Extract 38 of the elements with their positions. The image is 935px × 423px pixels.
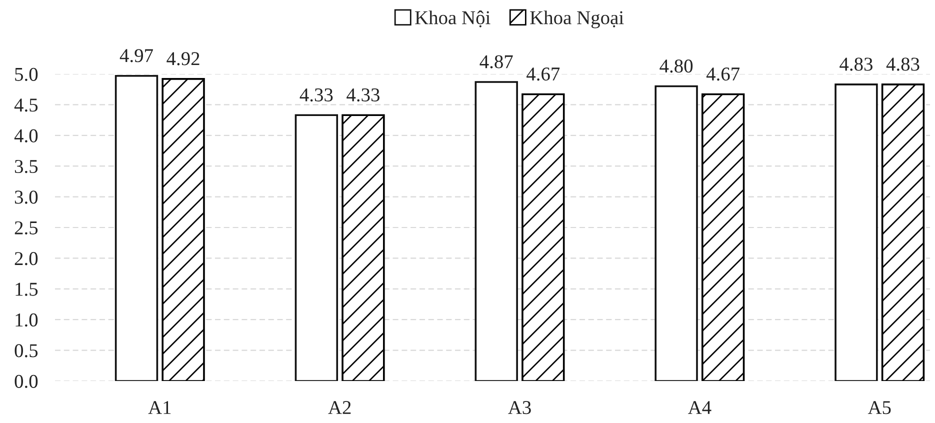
bar xyxy=(474,81,518,381)
y-tick-label: 0.5 xyxy=(14,344,38,358)
y-tick-label: 2.5 xyxy=(14,221,38,235)
x-tick-label: A2 xyxy=(328,401,351,414)
data-label: 4.80 xyxy=(660,59,693,73)
legend-label: Khoa Nội xyxy=(415,10,490,28)
y-tick-label: 1.0 xyxy=(16,313,38,327)
bar xyxy=(834,84,878,381)
y-tick-label: 1.5 xyxy=(16,282,38,296)
bar xyxy=(162,78,205,381)
y-tick-label: 4.0 xyxy=(14,129,38,142)
bar xyxy=(654,85,698,381)
data-label: 4.33 xyxy=(300,88,333,102)
bar xyxy=(294,114,338,381)
data-label: 4.87 xyxy=(480,55,513,68)
y-tick-label: 3.5 xyxy=(14,160,38,174)
y-tick-label: 5.0 xyxy=(15,68,38,82)
bar xyxy=(881,84,925,381)
legend-label: Khoa Ngoại xyxy=(530,10,624,28)
y-tick-label: 4.5 xyxy=(14,98,38,112)
bar xyxy=(114,74,158,381)
x-tick-label: A1 xyxy=(148,401,171,414)
x-tick-label: A3 xyxy=(508,401,531,414)
x-tick-label: A4 xyxy=(688,401,712,414)
data-label: 4.92 xyxy=(166,52,200,66)
bar xyxy=(342,114,385,381)
y-tick-label: 2.0 xyxy=(14,252,38,266)
data-label: 4.33 xyxy=(346,88,380,102)
data-label: 4.83 xyxy=(840,58,872,71)
bar xyxy=(701,93,745,381)
data-label: 4.67 xyxy=(706,68,740,81)
data-label: 4.67 xyxy=(526,68,560,81)
data-label: 4.83 xyxy=(886,58,920,71)
data-label: 4.97 xyxy=(120,49,153,62)
x-tick-label: A5 xyxy=(868,401,891,414)
y-tick-label: 0.0 xyxy=(14,374,38,388)
bar xyxy=(522,93,565,381)
y-tick-label: 3.0 xyxy=(14,190,38,204)
